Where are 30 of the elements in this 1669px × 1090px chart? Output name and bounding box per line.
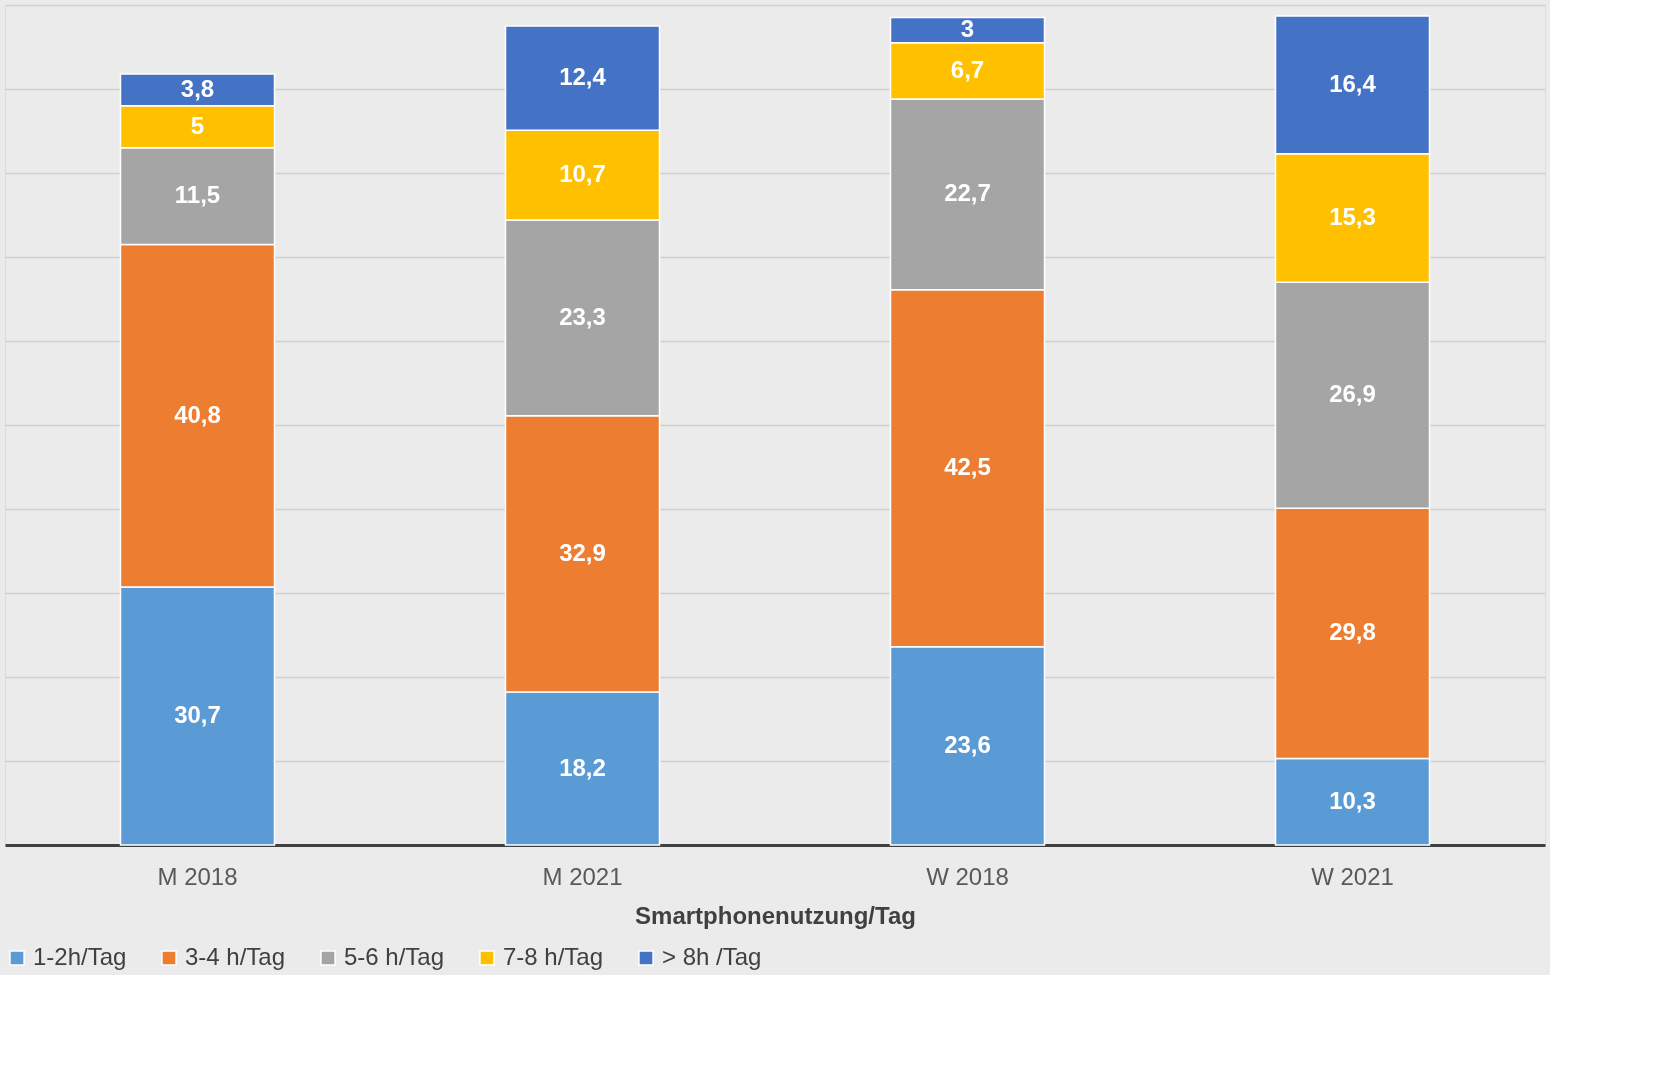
data-label: 10,7	[559, 160, 606, 188]
data-label: 30,7	[174, 701, 221, 729]
data-label: 3,8	[180, 74, 215, 102]
legend-label: 1-2h/Tag	[33, 943, 127, 970]
legend-label: 3-4 h/Tag	[185, 943, 286, 970]
data-label: 11,5	[174, 181, 221, 209]
data-label: 32,9	[559, 538, 606, 566]
data-label: 16,4	[1329, 69, 1377, 97]
data-label: 23,3	[559, 302, 606, 330]
data-label: 26,9	[1329, 380, 1376, 408]
x-tick-label: W 2018	[926, 862, 1009, 890]
data-label: 22,7	[944, 179, 991, 207]
data-label: 29,8	[1329, 618, 1376, 646]
data-label: 18,2	[559, 753, 606, 781]
x-tick-label: W 2021	[1311, 862, 1394, 890]
x-axis-title: Smartphonenutzung/Tag	[635, 901, 916, 929]
data-label: 42,5	[944, 453, 991, 481]
x-tick-label: M 2018	[157, 862, 238, 890]
data-label: 15,3	[1329, 202, 1376, 230]
data-label: 3	[960, 15, 975, 43]
data-label: 10,3	[1329, 786, 1376, 814]
data-label: 12,4	[559, 63, 607, 91]
data-label: 40,8	[174, 400, 221, 428]
x-tick-label: M 2021	[542, 862, 623, 890]
data-label: 6,7	[950, 55, 985, 83]
data-label: 5	[190, 111, 205, 139]
legend-label: 7-8 h/Tag	[503, 943, 604, 970]
data-label: 23,6	[944, 730, 991, 758]
legend-label: 5-6 h/Tag	[344, 943, 445, 970]
legend-label: > 8h /Tag	[662, 943, 762, 970]
